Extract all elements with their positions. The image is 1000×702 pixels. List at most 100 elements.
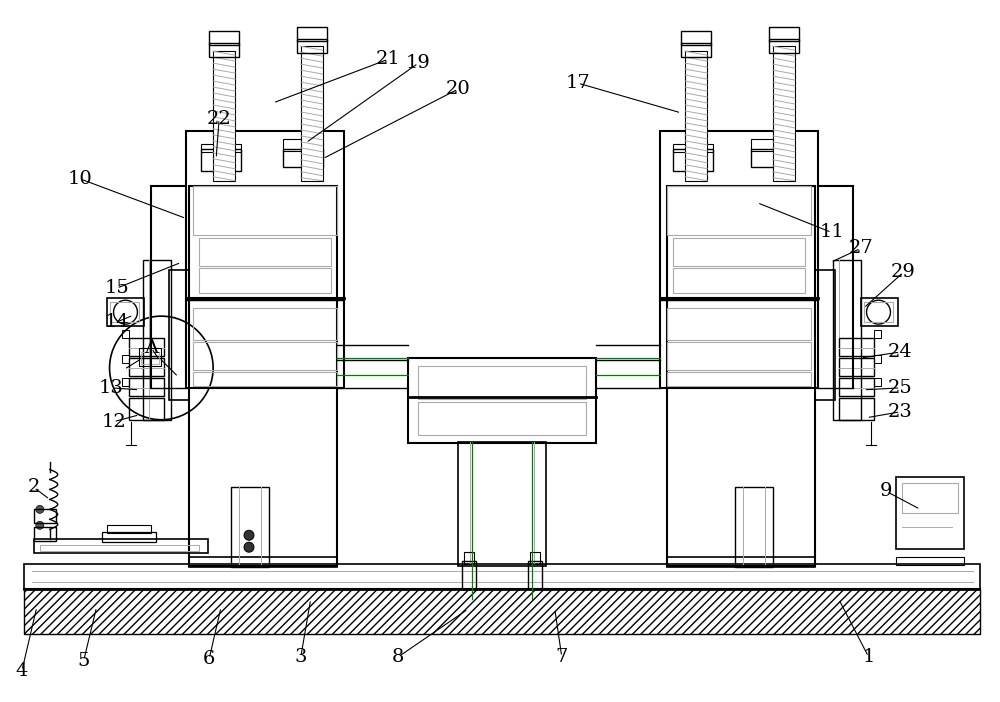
Circle shape <box>244 542 254 552</box>
Bar <box>667 372 811 386</box>
Bar <box>297 39 327 53</box>
Bar <box>673 268 805 293</box>
Bar <box>186 131 344 300</box>
Bar <box>201 149 241 171</box>
Bar <box>129 378 164 396</box>
Bar <box>199 268 331 293</box>
Bar <box>839 378 874 396</box>
Bar <box>464 552 474 564</box>
Bar <box>773 46 795 180</box>
Bar <box>528 561 542 589</box>
Bar <box>833 260 861 420</box>
Bar <box>667 557 815 567</box>
Bar <box>660 298 818 388</box>
Bar <box>681 44 711 57</box>
Bar <box>751 139 791 151</box>
Bar <box>874 330 881 338</box>
Bar <box>839 398 874 420</box>
Bar <box>213 51 235 180</box>
Text: 2: 2 <box>28 479 40 496</box>
Circle shape <box>36 505 44 513</box>
Bar <box>24 589 980 634</box>
Text: 1: 1 <box>862 648 875 665</box>
Bar <box>673 149 713 171</box>
Text: 15: 15 <box>104 279 129 297</box>
Bar <box>681 32 711 45</box>
Bar <box>896 477 964 549</box>
Bar <box>193 342 337 370</box>
Text: 21: 21 <box>376 50 401 68</box>
Bar <box>408 358 596 443</box>
Bar <box>769 39 799 53</box>
Text: 23: 23 <box>888 403 913 420</box>
Text: 12: 12 <box>101 413 126 431</box>
Text: 8: 8 <box>392 648 405 665</box>
Bar <box>169 270 189 400</box>
Bar <box>673 144 713 152</box>
Bar <box>24 564 980 590</box>
Text: 27: 27 <box>848 239 873 258</box>
Bar <box>667 185 811 235</box>
Bar <box>189 185 337 566</box>
Text: 9: 9 <box>880 482 893 501</box>
Bar <box>201 144 241 152</box>
Bar <box>141 352 159 364</box>
Bar <box>186 298 344 388</box>
Bar <box>129 398 164 420</box>
Text: 14: 14 <box>104 313 129 331</box>
Bar <box>769 27 799 41</box>
Bar <box>139 348 161 366</box>
Bar <box>189 557 337 567</box>
Bar <box>107 525 151 534</box>
Bar <box>530 552 540 564</box>
Bar <box>110 302 139 322</box>
Text: 22: 22 <box>207 110 231 128</box>
Text: 11: 11 <box>819 223 844 241</box>
Bar <box>129 338 164 356</box>
Text: 6: 6 <box>203 650 215 668</box>
Bar <box>815 270 835 400</box>
Bar <box>735 487 773 567</box>
Bar <box>874 355 881 363</box>
Bar <box>122 330 129 338</box>
Bar <box>864 302 893 322</box>
Bar <box>751 149 791 167</box>
Bar <box>418 402 586 435</box>
Bar <box>283 149 323 167</box>
Bar <box>861 298 898 326</box>
Bar <box>122 378 129 386</box>
Bar <box>462 561 476 589</box>
Bar <box>40 545 199 551</box>
Bar <box>34 527 56 541</box>
Text: 20: 20 <box>446 80 471 98</box>
Text: 10: 10 <box>67 170 92 187</box>
Text: 3: 3 <box>295 648 307 665</box>
Text: 25: 25 <box>888 379 913 397</box>
Text: 4: 4 <box>16 662 28 680</box>
Bar <box>193 372 337 386</box>
Bar <box>107 298 144 326</box>
Bar <box>122 355 129 363</box>
Bar <box>231 487 269 567</box>
Bar <box>297 27 327 41</box>
Bar <box>839 338 874 356</box>
Bar <box>193 185 337 235</box>
Text: 5: 5 <box>77 651 90 670</box>
Bar <box>143 260 171 420</box>
Text: 29: 29 <box>891 263 916 282</box>
Text: 24: 24 <box>888 343 913 361</box>
Bar <box>102 532 156 542</box>
Bar <box>209 32 239 45</box>
Bar <box>896 557 964 565</box>
Bar <box>667 185 815 566</box>
Bar <box>458 442 546 566</box>
Bar <box>902 484 958 513</box>
Bar <box>874 378 881 386</box>
Text: 7: 7 <box>556 648 568 665</box>
Bar <box>418 366 586 399</box>
Bar <box>667 308 811 340</box>
Bar <box>660 131 818 300</box>
Bar <box>673 239 805 266</box>
Text: 13: 13 <box>99 379 124 397</box>
Bar <box>301 46 323 180</box>
